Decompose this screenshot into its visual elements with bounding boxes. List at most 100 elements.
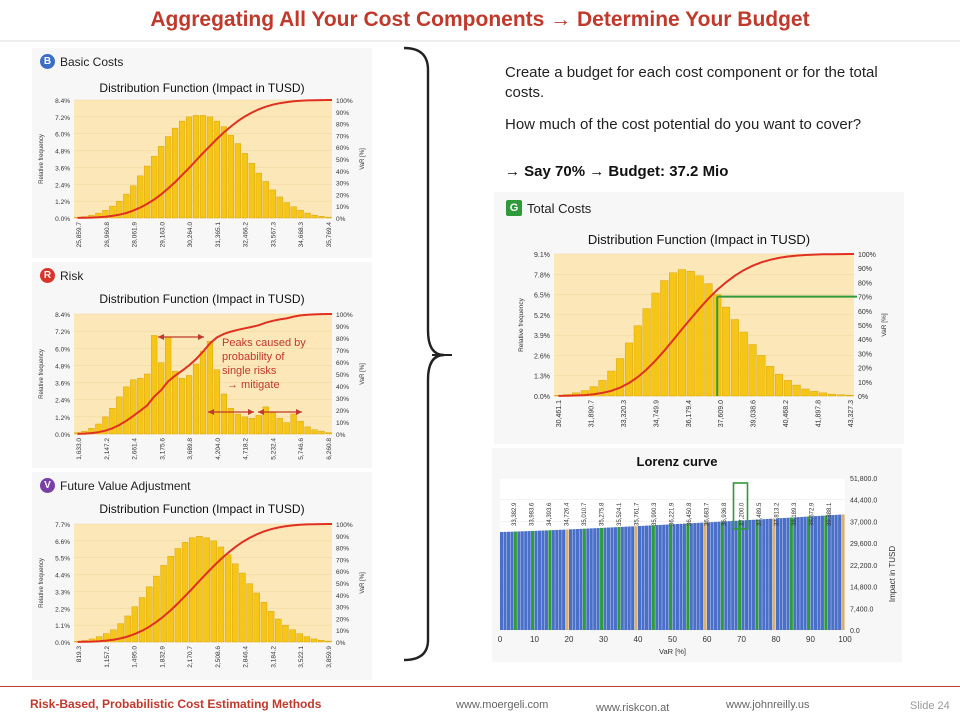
histogram-bar [217, 546, 225, 643]
x-tick-label: 33,567.3 [270, 222, 277, 248]
y2-axis-label: VaR [%] [360, 363, 366, 385]
lorenz-bar [500, 531, 504, 630]
cumulative-curve [77, 313, 332, 435]
lorenz-value-label: 37,489.5 [757, 502, 763, 526]
lorenz-x-tick-label: 0 [498, 635, 503, 644]
lorenz-bar [738, 520, 742, 630]
y-tick-label: 2.4% [55, 398, 70, 405]
slide-title: Aggregating All Your Cost Components → D… [150, 8, 810, 31]
histogram-bar [172, 370, 179, 435]
lorenz-x-tick-label: 90 [806, 635, 815, 644]
y-tick-label: 7.7% [55, 522, 70, 529]
lorenz-bar [755, 519, 759, 630]
x-tick-label: 40,468.2 [783, 400, 790, 427]
arrow-head [208, 409, 214, 415]
x-tick-label: 43,327.3 [848, 400, 855, 427]
x-tick-label: 2,147.2 [104, 438, 111, 460]
lorenz-value-label: 37,813.2 [775, 502, 781, 526]
lorenz-x-tick-label: 60 [703, 635, 712, 644]
basic-costs-panel: B Basic Costs Distribution Function (Imp… [32, 48, 372, 258]
y2-tick-label: 100% [336, 522, 353, 529]
plot-area [74, 524, 332, 642]
x-tick-label: 37,609.0 [718, 400, 725, 427]
histogram-bar [739, 331, 748, 397]
histogram-bar [239, 572, 246, 643]
histogram-bar [801, 388, 810, 397]
histogram-bar [283, 202, 290, 219]
lorenz-y-axis-label: Impact in TUSD [888, 546, 897, 603]
fva-label: Future Value Adjustment [60, 478, 191, 493]
lorenz-bar [565, 529, 569, 630]
x-tick-label: 32,466.2 [243, 222, 250, 248]
footer-link-johnreilly[interactable]: www.johnreilly.us [726, 699, 810, 711]
histogram-bar [748, 344, 757, 397]
histogram-bar [616, 358, 625, 397]
y2-tick-label: 90% [336, 534, 349, 541]
y-tick-label: 4.8% [55, 149, 70, 156]
y2-tick-label: 90% [336, 110, 349, 117]
histogram-bar [151, 335, 158, 435]
lorenz-value-label: 36,936.8 [722, 502, 728, 526]
histogram-bar [262, 181, 269, 219]
lorenz-bar [841, 514, 845, 630]
histogram-bar [311, 214, 318, 219]
x-tick-label: 29,163.0 [159, 222, 166, 248]
x-tick-label: 3,175.6 [159, 438, 166, 460]
x-tick-label: 26,960.8 [104, 222, 111, 248]
lorenz-bar [758, 519, 762, 630]
histogram-bar [124, 615, 131, 643]
histogram-bar [206, 340, 214, 435]
y-tick-label: 3.3% [55, 589, 70, 596]
y2-tick-label: 20% [336, 408, 349, 415]
lorenz-bar [613, 527, 617, 630]
lorenz-bar [762, 519, 766, 630]
lorenz-bar [651, 525, 655, 630]
lorenz-bar [689, 523, 693, 630]
lorenz-bar [700, 522, 704, 630]
x-tick-label: 36,179.4 [686, 400, 693, 427]
annotation-line-2: probability of [222, 351, 285, 363]
histogram-bar [234, 413, 241, 435]
lorenz-bar [541, 530, 545, 630]
y-tick-label: 5.5% [55, 556, 70, 563]
histogram-bar [642, 308, 651, 397]
lorenz-bar [820, 515, 824, 630]
x-tick-label: 3,184.2 [270, 646, 277, 668]
lorenz-value-label: 35,524.1 [617, 502, 623, 526]
histogram-bar [660, 280, 669, 397]
lorenz-y-tick-label: 29,600.0 [850, 541, 877, 548]
lorenz-bar [548, 530, 552, 630]
histogram-bar [213, 369, 221, 435]
histogram-bar [158, 362, 165, 435]
footer-divider [0, 686, 960, 687]
lorenz-bar [524, 531, 528, 630]
y2-tick-label: 20% [336, 616, 349, 623]
footer-link-riskcon[interactable]: www.riskcon.at [596, 702, 670, 714]
histogram-bar [766, 366, 775, 397]
y-tick-label: 6.5% [534, 293, 550, 300]
histogram-bar [181, 542, 189, 643]
x-tick-label: 5,232.4 [270, 438, 277, 460]
lorenz-bar [544, 530, 548, 630]
footer-link-moergeli[interactable]: www.moergeli.com [456, 699, 549, 711]
x-tick-label: 3,689.8 [187, 438, 194, 460]
histogram-bar [836, 394, 845, 397]
y2-tick-label: 30% [858, 351, 872, 358]
histogram-bar [325, 216, 332, 219]
lorenz-bar [624, 526, 628, 630]
histogram-bar [282, 624, 289, 643]
y2-tick-label: 50% [336, 157, 349, 164]
lorenz-bar [534, 530, 538, 630]
peaks-annotation: Peaks caused by probability of single ri… [222, 336, 306, 392]
lorenz-bar [575, 529, 580, 630]
lorenz-bar [551, 530, 555, 630]
y2-tick-label: 10% [336, 420, 349, 427]
x-tick-label: 39,038.6 [751, 400, 758, 427]
histogram-bar [325, 432, 332, 435]
lorenz-y-tick-label: 22,200.0 [850, 563, 877, 570]
lorenz-y-tick-label: 0.0 [850, 628, 860, 635]
y2-tick-label: 30% [336, 396, 349, 403]
histogram-bar [192, 363, 200, 435]
total-costs-panel: G Total Costs Distribution Function (Imp… [494, 192, 904, 444]
y-tick-label: 7.2% [55, 115, 70, 122]
